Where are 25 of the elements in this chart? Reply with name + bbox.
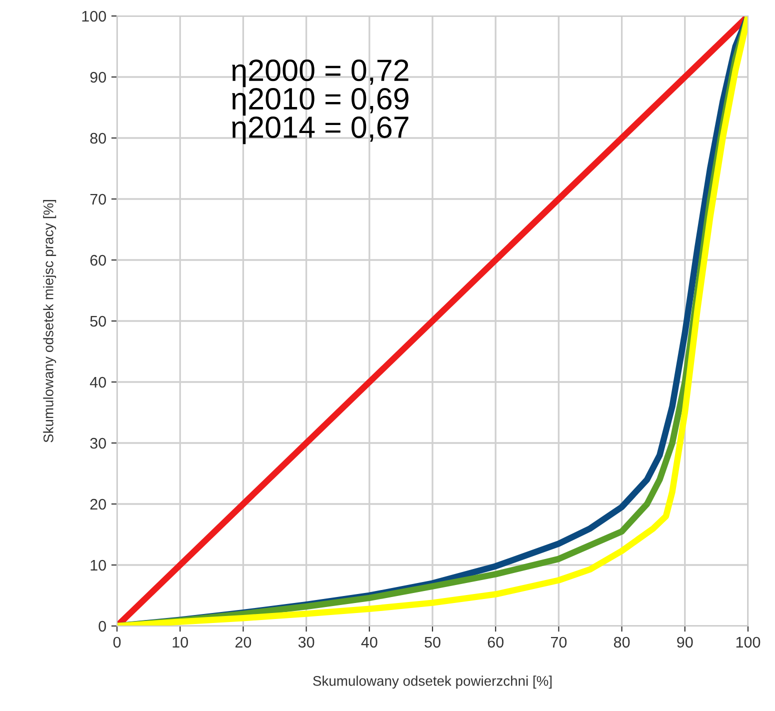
y-tick-label: 30 [90,438,106,449]
x-tick-label: 100 [736,636,760,648]
x-tick-label: 50 [424,636,440,648]
y-tick-label: 20 [90,498,106,510]
y-tick-label: 0 [98,620,106,632]
y-tick-label: 10 [90,560,106,571]
x-axis-title: Skumulowany odsetek powierzchni [%] [313,676,552,689]
x-tick-label: 70 [550,636,567,648]
y-tick-label: 80 [90,132,106,144]
y-tick-label: 60 [90,254,106,266]
y-tick-label: 40 [90,376,106,388]
x-tick-label: 40 [361,636,378,648]
x-tick-label: 60 [488,636,504,648]
y-tick-label: 100 [82,10,106,22]
x-tick-label: 30 [298,636,314,648]
x-tick-label: 90 [677,636,693,648]
annotation: η2000 = 0,72 η2010 = 0,69 η2014 = 0,67 [232,60,408,144]
x-tick-label: 20 [235,636,252,648]
y-tick-label: 50 [90,316,106,327]
x-tick-label: 0 [113,636,121,648]
y-tick-label: 70 [90,194,106,205]
x-tick-label: 10 [172,636,188,648]
x-tick-label: 80 [614,636,630,648]
y-axis-title: Skumulowany odsetek miejsc pracy [%] [43,200,56,442]
y-tick-label: 90 [90,72,106,83]
